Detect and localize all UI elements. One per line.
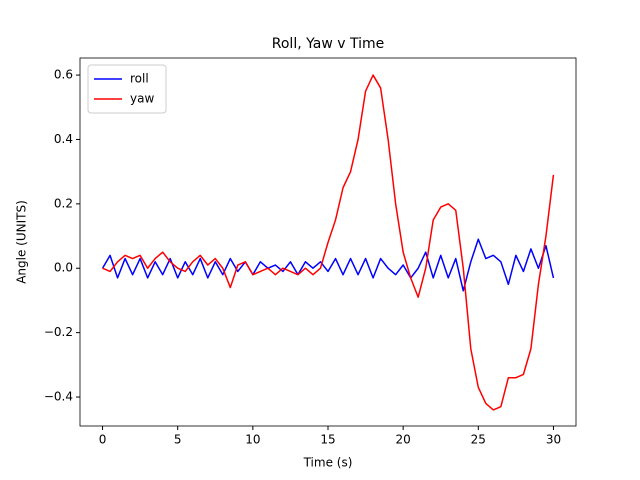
x-tick-label: 0 — [99, 433, 107, 447]
chart-title: Roll, Yaw v Time — [272, 36, 384, 52]
x-tick-label: 5 — [174, 433, 182, 447]
x-tick-label: 15 — [320, 433, 335, 447]
y-tick-label: 0.6 — [54, 68, 73, 82]
y-tick-label: −0.2 — [44, 325, 73, 339]
y-tick-label: 0.0 — [54, 261, 73, 275]
line-series — [101, 238, 555, 292]
legend-label: yaw — [130, 92, 154, 106]
legend-box — [87, 64, 167, 114]
x-tick-label: 30 — [546, 433, 561, 447]
line-series — [102, 74, 555, 411]
y-axis-label: Angle (UNITS) — [15, 200, 29, 284]
y-tick-label: 0.2 — [54, 196, 73, 210]
x-tick-label: 10 — [245, 433, 260, 447]
x-tick-label: 25 — [471, 433, 486, 447]
y-tick-label: −0.4 — [44, 390, 73, 404]
x-tick-label: 20 — [396, 433, 411, 447]
x-axis-label: Time (s) — [303, 456, 353, 470]
legend-label: roll — [130, 72, 149, 86]
plot-frame — [79, 57, 577, 427]
y-tick-label: 0.4 — [54, 132, 73, 146]
